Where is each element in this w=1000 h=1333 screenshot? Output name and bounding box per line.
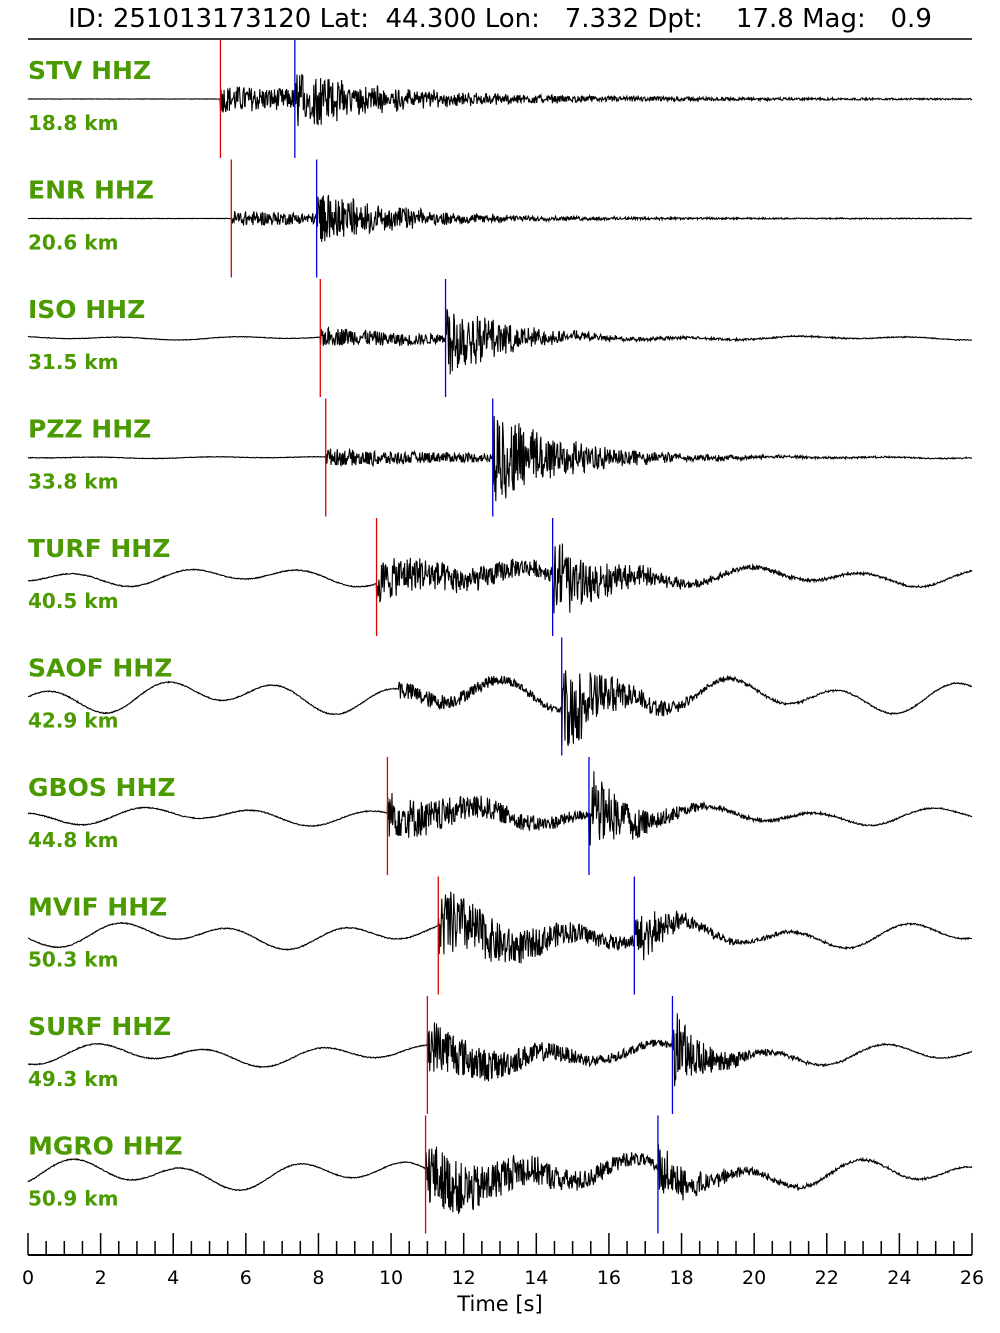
distance-label: 20.6 km bbox=[28, 231, 118, 255]
station-label: MVIF HHZ bbox=[28, 893, 167, 922]
distance-label: 50.3 km bbox=[28, 948, 118, 972]
distance-label: 33.8 km bbox=[28, 470, 118, 494]
x-tick-label: 6 bbox=[240, 1267, 252, 1289]
x-tick-label: 24 bbox=[887, 1267, 911, 1289]
station-label: GBOS HHZ bbox=[28, 773, 176, 802]
x-tick-label: 22 bbox=[815, 1267, 839, 1289]
trace-surf-hhz bbox=[27, 1013, 973, 1087]
station-label: STV HHZ bbox=[28, 56, 151, 85]
distance-label: 49.3 km bbox=[28, 1067, 118, 1091]
distance-label: 44.8 km bbox=[28, 828, 118, 852]
station-label: MGRO HHZ bbox=[28, 1132, 183, 1161]
station-labels-group: STV HHZ 18.8 km ENR HHZ 20.6 km ISO HHZ 31.5 … bbox=[28, 56, 183, 1211]
trace-gbos-hhz bbox=[27, 771, 973, 846]
x-tick-label: 0 bbox=[22, 1267, 34, 1289]
x-tick-label: 14 bbox=[524, 1267, 548, 1289]
x-tick-label: 4 bbox=[167, 1267, 179, 1289]
trace-mgro-hhz bbox=[27, 1144, 973, 1214]
trace-iso-hhz bbox=[27, 309, 973, 375]
distance-label: 18.8 km bbox=[28, 111, 118, 135]
station-label: SAOF HHZ bbox=[28, 654, 172, 683]
distance-label: 40.5 km bbox=[28, 589, 118, 613]
distance-label: 31.5 km bbox=[28, 350, 118, 374]
station-label: ENR HHZ bbox=[28, 176, 154, 205]
x-tick-label: 10 bbox=[379, 1267, 403, 1289]
distance-label: 42.9 km bbox=[28, 709, 118, 733]
x-tick-label: 8 bbox=[312, 1267, 324, 1289]
trace-pzz-hhz bbox=[27, 416, 973, 502]
x-tick-label: 18 bbox=[669, 1267, 693, 1289]
station-label: TURF HHZ bbox=[28, 534, 170, 563]
x-tick-label: 2 bbox=[95, 1267, 107, 1289]
station-label: PZZ HHZ bbox=[28, 415, 151, 444]
x-axis-label: Time [s] bbox=[456, 1292, 542, 1316]
x-tick-label: 20 bbox=[742, 1267, 766, 1289]
x-tick-label: 26 bbox=[960, 1267, 984, 1289]
trace-saof-hhz bbox=[28, 670, 973, 747]
traces-group bbox=[27, 73, 973, 1214]
chart-title: ID: 251013173120 Lat: 44.300 Lon: 7.332 … bbox=[68, 4, 932, 34]
trace-stv-hhz bbox=[27, 73, 973, 127]
trace-enr-hhz bbox=[27, 194, 973, 243]
x-axis: 0 2 4 6 8 10 12 14 16 18 20 22 24 26 bbox=[22, 1233, 984, 1289]
station-label: ISO HHZ bbox=[28, 295, 145, 324]
station-label: SURF HHZ bbox=[28, 1012, 171, 1041]
x-tick-label: 12 bbox=[452, 1267, 476, 1289]
trace-mvif-hhz bbox=[27, 891, 972, 964]
trace-turf-hhz bbox=[27, 543, 973, 614]
distance-label: 50.9 km bbox=[28, 1187, 118, 1211]
picks-group bbox=[219, 40, 674, 1234]
x-tick-label: 16 bbox=[597, 1267, 621, 1289]
